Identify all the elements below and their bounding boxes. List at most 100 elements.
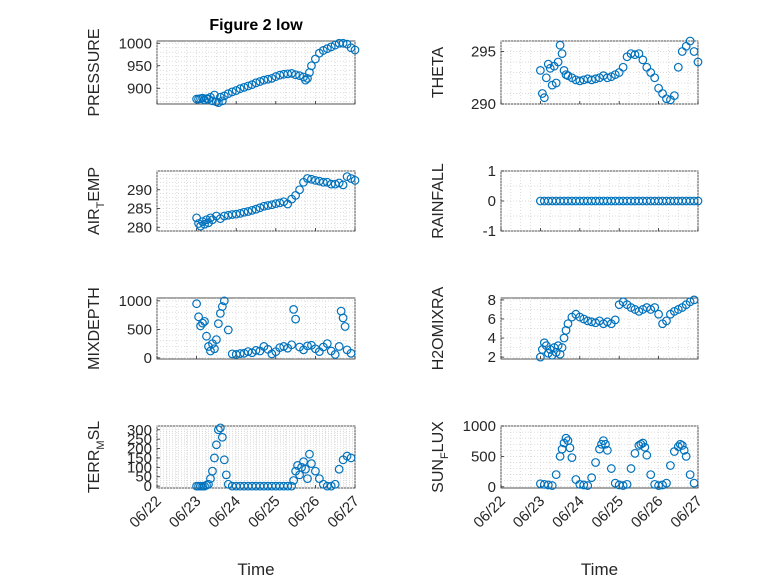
data-point <box>307 174 316 184</box>
data-point <box>239 207 249 217</box>
subplot-theta: 290 295 THETA <box>430 36 703 113</box>
data-point <box>591 458 600 467</box>
x-tick-label: 06/25 <box>588 493 627 532</box>
y-tick-label: 950 <box>127 58 152 75</box>
x-tick-label: 06/22 <box>470 493 509 532</box>
data-point <box>658 480 667 490</box>
data-point <box>553 57 563 67</box>
y-tick-label: 295 <box>471 44 496 61</box>
data-point <box>342 172 352 182</box>
data-point <box>638 55 648 65</box>
x-tick-label: 06/24 <box>205 493 244 532</box>
data-point <box>693 57 703 67</box>
data-point <box>587 75 597 85</box>
data-point <box>334 464 344 474</box>
data-point <box>223 89 233 99</box>
data-point <box>210 453 219 463</box>
data-point <box>338 313 348 323</box>
data-point <box>640 442 650 452</box>
data-point <box>689 196 699 206</box>
y-tick-label: 0 <box>144 478 152 495</box>
data-point <box>279 342 289 351</box>
data-point <box>255 77 265 86</box>
data-point <box>334 178 344 188</box>
data-point <box>271 199 281 209</box>
data-point <box>198 318 207 328</box>
data-point <box>198 217 207 227</box>
x-axis-label: Time <box>581 560 618 579</box>
data-point <box>322 177 332 187</box>
data-point <box>689 47 699 56</box>
data-point <box>318 479 328 489</box>
data-point <box>638 438 648 448</box>
data-point <box>231 86 241 95</box>
data-point <box>630 448 640 458</box>
data-point <box>675 439 685 449</box>
data-point <box>555 40 565 50</box>
y-tick-label: 50 <box>135 469 152 486</box>
data-point <box>211 440 221 450</box>
data-point <box>235 349 245 358</box>
data-point <box>263 201 273 210</box>
data-point <box>303 341 312 351</box>
data-point <box>219 296 229 306</box>
data-point <box>322 481 332 491</box>
data-point <box>243 81 253 91</box>
data-point <box>192 299 202 309</box>
data-point <box>622 479 632 489</box>
data-point <box>685 36 695 46</box>
data-point <box>255 203 265 213</box>
data-point <box>239 82 249 92</box>
data-point <box>338 180 348 190</box>
data-point <box>208 466 217 476</box>
data-point <box>217 302 227 311</box>
data-point <box>247 205 257 215</box>
x-tick-label: 06/24 <box>549 493 588 532</box>
data-point <box>610 478 620 488</box>
data-point <box>231 209 241 219</box>
x-tick-label: 06/26 <box>628 493 667 532</box>
x-tick-label: 06/23 <box>166 493 205 532</box>
data-point <box>200 316 209 326</box>
data-point <box>311 466 320 476</box>
data-point <box>654 481 663 490</box>
data-point <box>283 481 293 491</box>
data-point <box>318 177 328 187</box>
data-point <box>263 74 273 84</box>
data-point <box>217 96 227 106</box>
data-point <box>685 470 695 480</box>
data-point <box>202 331 211 341</box>
data-point <box>200 219 209 229</box>
y-tick-label: 100 <box>127 459 152 476</box>
data-point <box>536 65 545 75</box>
data-point <box>204 94 213 104</box>
y-tick-label: 0 <box>144 350 152 367</box>
data-point <box>587 473 597 483</box>
data-point <box>650 73 660 83</box>
data-point <box>677 441 687 450</box>
data-point <box>213 319 223 329</box>
data-point <box>223 325 233 335</box>
data-point <box>561 433 571 443</box>
data-point <box>322 339 332 349</box>
data-point <box>634 49 644 58</box>
y-axis-label: TERRMSL <box>86 421 107 493</box>
data-point <box>537 89 547 98</box>
y-tick-label: 500 <box>471 448 496 465</box>
data-point <box>689 295 699 305</box>
data-point <box>243 207 253 216</box>
data-point <box>204 479 213 489</box>
data-point <box>259 75 269 85</box>
data-point <box>307 459 316 468</box>
y-tick-label: 1000 <box>119 35 152 52</box>
data-point <box>630 50 640 60</box>
data-point <box>591 74 600 84</box>
data-point <box>346 453 356 463</box>
x-tick-label: 06/26 <box>285 493 324 532</box>
data-point <box>679 445 689 455</box>
data-point <box>662 94 671 104</box>
data-point <box>693 196 703 206</box>
